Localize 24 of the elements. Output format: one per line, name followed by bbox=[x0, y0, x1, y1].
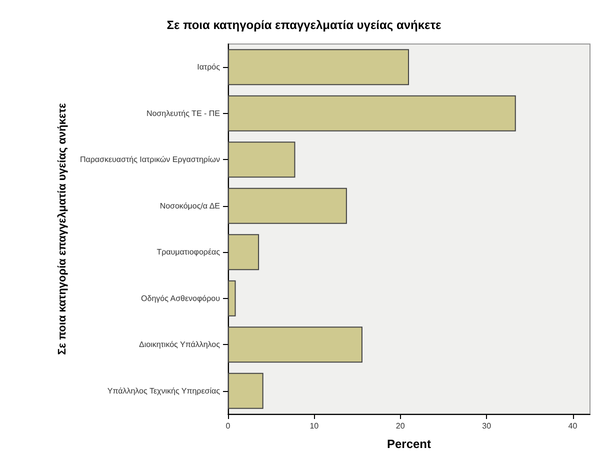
bar bbox=[228, 326, 362, 363]
bar bbox=[228, 234, 260, 270]
x-tick-label: 0 bbox=[226, 422, 231, 430]
bar bbox=[228, 188, 347, 224]
y-tick-label: Υπάλληλος Τεχνικής Υπηρεσίας bbox=[107, 386, 220, 396]
y-tick-label: Οδηγός Ασθενοφόρου bbox=[141, 294, 220, 303]
x-tick-label: 40 bbox=[568, 422, 578, 430]
y-tick-label: Διοικητικός Υπάλληλος bbox=[138, 340, 220, 350]
y-tick-label: Παρασκευαστής Ιατρικών Εργαστηρίων bbox=[80, 155, 220, 164]
bar bbox=[228, 372, 264, 409]
bar bbox=[228, 142, 296, 178]
y-tick-label: Ιατρός bbox=[197, 62, 220, 72]
x-tick-label: 20 bbox=[396, 422, 406, 430]
x-tick-label: 10 bbox=[310, 422, 320, 430]
x-axis-title: Percent bbox=[386, 437, 432, 451]
bar bbox=[228, 280, 236, 316]
y-axis-title: Σε ποια κατηγορία επαγγελματία υγείας ανήκετε bbox=[56, 102, 68, 355]
bar bbox=[228, 95, 516, 132]
y-tick-label: Νοσοκόμος/α ΔΕ bbox=[160, 201, 220, 210]
chart-title: Σε ποια κατηγορία επαγγελματία υγείας ανήκετε bbox=[166, 18, 442, 32]
y-tick-label: Τραυματιοφορέας bbox=[156, 248, 220, 257]
y-tick-label: Νοσηλευτής ΤΕ - ΠΕ bbox=[146, 108, 220, 118]
x-tick-label: 30 bbox=[482, 422, 492, 430]
bar bbox=[228, 49, 409, 86]
